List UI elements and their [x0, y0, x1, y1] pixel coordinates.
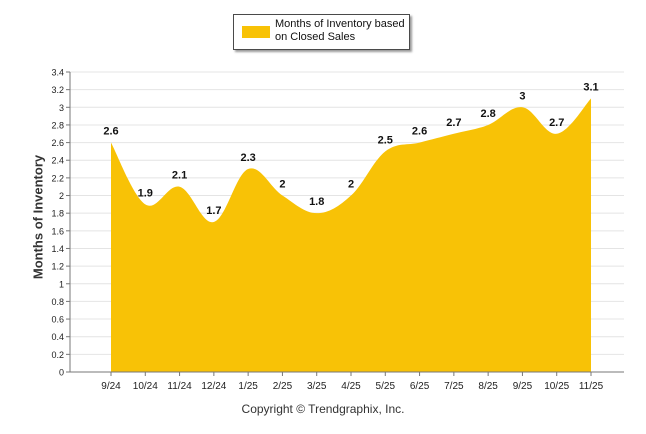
x-tick-label: 5/25	[376, 381, 396, 392]
y-tick-label: 3.2	[51, 85, 64, 95]
data-label: 2.5	[378, 134, 393, 146]
y-tick-label: 2.8	[51, 120, 64, 130]
x-tick-label: 1/25	[238, 381, 258, 392]
data-label: 2.3	[240, 152, 255, 164]
axes	[69, 72, 624, 373]
data-label: 2.7	[549, 117, 564, 129]
y-tick-label: 2.2	[51, 173, 64, 183]
x-tick-label: 10/24	[133, 381, 158, 392]
x-tick-labels: 9/24 10/24 11/24 12/24 1/25 2/25 3/25 4/25 5/25 6…	[101, 372, 604, 392]
x-tick-label: 9/24	[101, 381, 121, 392]
data-label: 1.9	[138, 187, 153, 199]
x-tick-label: 3/25	[307, 381, 327, 392]
copyright-footer: Copyright © Trendgraphix, Inc.	[241, 402, 405, 416]
y-tick-label: 2.4	[51, 156, 64, 166]
data-label: 2.7	[446, 117, 461, 129]
y-tick-label: 2.6	[51, 138, 64, 148]
legend-swatch	[242, 26, 270, 38]
x-tick-label: 6/25	[410, 381, 430, 392]
x-tick-label: 2/25	[273, 381, 293, 392]
y-tick-label: 3	[59, 103, 64, 113]
legend: Months of Inventory based on Closed Sale…	[233, 14, 410, 50]
y-tick-label: 1	[59, 279, 64, 289]
series-area	[111, 98, 591, 373]
data-label: 2	[348, 179, 354, 191]
x-tick-label: 4/25	[341, 381, 361, 392]
data-label: 1.7	[206, 205, 221, 217]
data-label: 3	[519, 90, 525, 102]
y-tick-label: 2	[59, 191, 64, 201]
data-label: 3.1	[583, 81, 598, 93]
data-label: 2.6	[103, 126, 118, 138]
x-tick-label: 11/24	[167, 381, 192, 392]
data-label: 2	[279, 179, 285, 191]
y-tick-labels: 0 0.2 0.4 0.6 0.8 1 1.2 1.4 1.6 1.8 2 2.2 2.4 2.6 2.8 3…	[51, 68, 70, 378]
y-tick-label: 0.4	[51, 332, 64, 342]
y-tick-label: 1.4	[51, 244, 64, 254]
x-tick-label: 12/24	[201, 381, 226, 392]
y-axis-title: Months of Inventory	[30, 154, 46, 280]
y-tick-label: 0.8	[51, 297, 64, 307]
y-tick-label: 1.2	[51, 262, 64, 272]
y-tick-label: 3.4	[51, 68, 64, 78]
y-tick-label: 0.2	[51, 350, 64, 360]
area-fill	[111, 98, 591, 373]
x-tick-label: 10/25	[544, 381, 569, 392]
x-tick-label: 9/25	[513, 381, 533, 392]
x-tick-label: 8/25	[478, 381, 498, 392]
x-tick-label: 11/25	[579, 381, 604, 392]
x-tick-label: 7/25	[444, 381, 464, 392]
data-label: 2.1	[172, 170, 187, 182]
legend-label: Months of Inventory based on Closed Sale…	[275, 18, 405, 43]
y-tick-label: 0.6	[51, 315, 64, 325]
y-tick-label: 0	[59, 368, 64, 378]
y-tick-label: 1.6	[51, 226, 64, 236]
data-label: 2.8	[480, 108, 495, 120]
data-label: 2.6	[412, 126, 427, 138]
data-label: 1.8	[309, 196, 324, 208]
data-labels: 2.6 1.9 2.1 1.7 2.3 2 1.8 2 2.5 2.6 2.7 2.8 3 2.7 3.1	[103, 81, 598, 217]
y-tick-label: 1.8	[51, 209, 64, 219]
